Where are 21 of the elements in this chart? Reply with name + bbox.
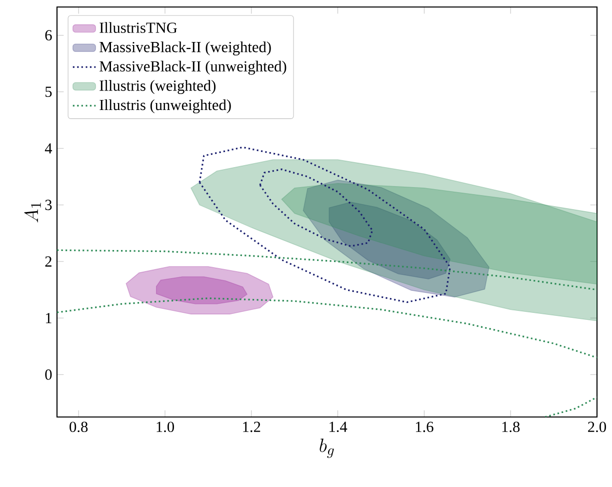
y-tick-label: 5 [46,86,52,97]
legend-label: Illustris (weighted) [100,80,216,94]
y-tick-label: 0 [45,369,52,380]
x-tick-label: 1.6 [416,422,434,432]
legend-label: IllustrisTNG [100,22,177,33]
legend-label: MassiveBlack-II (weighted) [100,41,271,56]
y-tick-label: 1 [46,312,52,324]
x-tick-label: 0.8 [70,422,88,432]
x-tick-label: 1.2 [243,422,260,432]
legend-label: Illustris (unweighted) [100,99,231,114]
y-tick-label: 3 [45,200,52,210]
y-tick-label: 4 [44,143,52,154]
y-tick-label: 2 [45,256,52,267]
x-tick-label: 1.8 [502,422,520,432]
x-tick-label: 1.4 [330,422,348,432]
y-axis-title: $A_1$ [24,202,41,222]
legend-label: MassiveBlack-II (unweighted) [100,60,286,75]
x-tick-label: 1.0 [156,422,174,432]
x-axis-title: $b_g$ [320,438,334,458]
y-tick-label: 6 [45,30,52,40]
x-tick-label: 2.0 [588,422,606,432]
